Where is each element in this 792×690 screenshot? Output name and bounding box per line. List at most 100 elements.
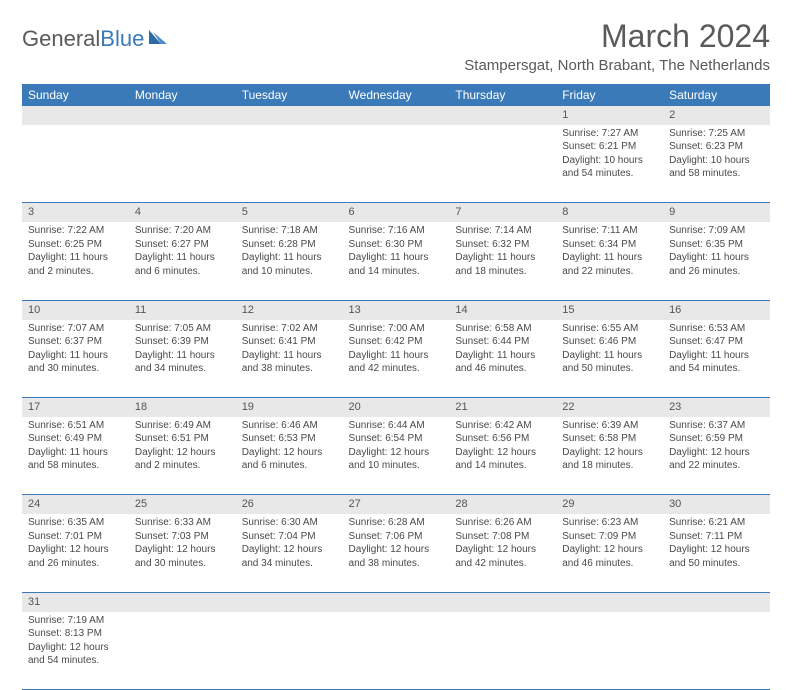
day-line-d2: and 26 minutes. [669, 265, 764, 279]
day-cell: Sunrise: 6:28 AMSunset: 7:06 PMDaylight:… [343, 514, 450, 592]
day-line-ss: Sunset: 6:34 PM [562, 238, 657, 252]
day-line-d2: and 58 minutes. [669, 167, 764, 181]
day-number-cell [556, 592, 663, 611]
week-row: Sunrise: 7:27 AMSunset: 6:21 PMDaylight:… [22, 125, 770, 203]
day-line-sr: Sunrise: 6:39 AM [562, 419, 657, 433]
day-line-ss: Sunset: 6:39 PM [135, 335, 230, 349]
day-line-ss: Sunset: 6:35 PM [669, 238, 764, 252]
day-line-sr: Sunrise: 6:49 AM [135, 419, 230, 433]
day-number-cell [343, 592, 450, 611]
day-number-cell: 9 [663, 203, 770, 222]
day-line-sr: Sunrise: 6:44 AM [349, 419, 444, 433]
day-line-d1: Daylight: 11 hours [28, 349, 123, 363]
day-cell: Sunrise: 6:44 AMSunset: 6:54 PMDaylight:… [343, 417, 450, 495]
day-line-sr: Sunrise: 7:20 AM [135, 224, 230, 238]
day-line-ss: Sunset: 6:32 PM [455, 238, 550, 252]
day-number-cell [129, 106, 236, 125]
day-line-sr: Sunrise: 7:27 AM [562, 127, 657, 141]
day-line-d2: and 38 minutes. [242, 362, 337, 376]
day-line-d2: and 54 minutes. [28, 654, 123, 668]
day-line-sr: Sunrise: 6:37 AM [669, 419, 764, 433]
day-cell: Sunrise: 6:39 AMSunset: 6:58 PMDaylight:… [556, 417, 663, 495]
day-number-cell: 27 [343, 495, 450, 514]
day-line-d2: and 50 minutes. [669, 557, 764, 571]
logo-text-general: General [22, 26, 100, 52]
day-cell [343, 612, 450, 690]
day-line-d1: Daylight: 12 hours [669, 446, 764, 460]
day-number-row: 10111213141516 [22, 300, 770, 319]
day-cell: Sunrise: 6:42 AMSunset: 6:56 PMDaylight:… [449, 417, 556, 495]
day-number-cell: 29 [556, 495, 663, 514]
day-number-row: 17181920212223 [22, 398, 770, 417]
day-cell: Sunrise: 6:49 AMSunset: 6:51 PMDaylight:… [129, 417, 236, 495]
day-line-sr: Sunrise: 6:23 AM [562, 516, 657, 530]
day-line-d2: and 50 minutes. [562, 362, 657, 376]
day-line-d1: Daylight: 12 hours [562, 446, 657, 460]
day-cell: Sunrise: 6:51 AMSunset: 6:49 PMDaylight:… [22, 417, 129, 495]
day-number-cell: 31 [22, 592, 129, 611]
day-line-d1: Daylight: 12 hours [455, 543, 550, 557]
day-line-sr: Sunrise: 6:42 AM [455, 419, 550, 433]
day-line-d1: Daylight: 11 hours [349, 349, 444, 363]
day-line-d1: Daylight: 11 hours [669, 251, 764, 265]
day-line-d2: and 22 minutes. [562, 265, 657, 279]
day-line-sr: Sunrise: 7:18 AM [242, 224, 337, 238]
day-line-sr: Sunrise: 6:21 AM [669, 516, 764, 530]
day-line-d2: and 22 minutes. [669, 459, 764, 473]
day-line-sr: Sunrise: 6:35 AM [28, 516, 123, 530]
day-cell: Sunrise: 7:20 AMSunset: 6:27 PMDaylight:… [129, 222, 236, 300]
page-title: March 2024 [464, 18, 770, 55]
day-line-ss: Sunset: 7:01 PM [28, 530, 123, 544]
day-number-cell: 26 [236, 495, 343, 514]
day-line-d1: Daylight: 10 hours [669, 154, 764, 168]
day-line-ss: Sunset: 6:28 PM [242, 238, 337, 252]
day-line-d1: Daylight: 12 hours [242, 446, 337, 460]
day-cell: Sunrise: 7:05 AMSunset: 6:39 PMDaylight:… [129, 320, 236, 398]
weekday-header-row: Sunday Monday Tuesday Wednesday Thursday… [22, 84, 770, 106]
day-line-sr: Sunrise: 6:26 AM [455, 516, 550, 530]
day-number-cell: 1 [556, 106, 663, 125]
day-line-sr: Sunrise: 6:51 AM [28, 419, 123, 433]
day-line-d1: Daylight: 11 hours [455, 251, 550, 265]
day-line-ss: Sunset: 6:41 PM [242, 335, 337, 349]
day-line-sr: Sunrise: 6:58 AM [455, 322, 550, 336]
day-line-sr: Sunrise: 7:09 AM [669, 224, 764, 238]
page-subtitle: Stampersgat, North Brabant, The Netherla… [464, 57, 770, 74]
day-line-d2: and 30 minutes. [135, 557, 230, 571]
day-line-ss: Sunset: 6:53 PM [242, 432, 337, 446]
day-line-d2: and 2 minutes. [28, 265, 123, 279]
day-cell: Sunrise: 6:35 AMSunset: 7:01 PMDaylight:… [22, 514, 129, 592]
day-cell [343, 125, 450, 203]
day-number-cell: 28 [449, 495, 556, 514]
day-line-ss: Sunset: 6:27 PM [135, 238, 230, 252]
day-line-d1: Daylight: 11 hours [242, 349, 337, 363]
day-cell: Sunrise: 6:21 AMSunset: 7:11 PMDaylight:… [663, 514, 770, 592]
day-line-d1: Daylight: 12 hours [562, 543, 657, 557]
day-line-sr: Sunrise: 7:25 AM [669, 127, 764, 141]
logo-text-blue: Blue [100, 26, 144, 52]
day-line-d1: Daylight: 11 hours [28, 251, 123, 265]
day-line-d2: and 18 minutes. [455, 265, 550, 279]
day-line-ss: Sunset: 6:37 PM [28, 335, 123, 349]
calendar-table: Sunday Monday Tuesday Wednesday Thursday… [22, 84, 770, 690]
day-line-ss: Sunset: 6:59 PM [669, 432, 764, 446]
day-line-sr: Sunrise: 7:07 AM [28, 322, 123, 336]
weekday-header: Tuesday [236, 84, 343, 106]
title-block: March 2024 Stampersgat, North Brabant, T… [464, 18, 770, 74]
day-number-cell: 16 [663, 300, 770, 319]
day-line-d2: and 14 minutes. [349, 265, 444, 279]
day-number-row: 3456789 [22, 203, 770, 222]
day-cell [22, 125, 129, 203]
day-line-ss: Sunset: 7:08 PM [455, 530, 550, 544]
day-line-ss: Sunset: 7:09 PM [562, 530, 657, 544]
day-line-d1: Daylight: 11 hours [562, 349, 657, 363]
day-line-ss: Sunset: 6:47 PM [669, 335, 764, 349]
day-line-ss: Sunset: 6:58 PM [562, 432, 657, 446]
day-line-d1: Daylight: 11 hours [28, 446, 123, 460]
day-cell: Sunrise: 7:18 AMSunset: 6:28 PMDaylight:… [236, 222, 343, 300]
day-line-d2: and 10 minutes. [242, 265, 337, 279]
week-row: Sunrise: 7:19 AMSunset: 8:13 PMDaylight:… [22, 612, 770, 690]
weekday-header: Sunday [22, 84, 129, 106]
day-cell: Sunrise: 7:07 AMSunset: 6:37 PMDaylight:… [22, 320, 129, 398]
day-line-d1: Daylight: 11 hours [562, 251, 657, 265]
